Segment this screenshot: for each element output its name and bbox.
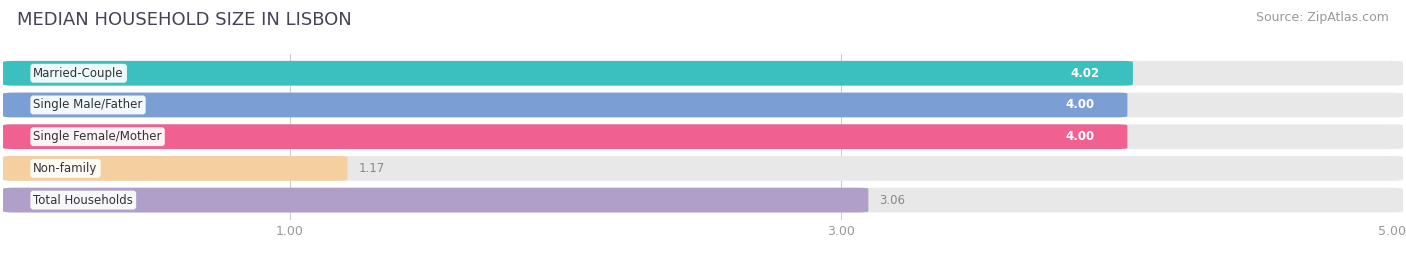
FancyBboxPatch shape	[3, 61, 1403, 86]
Text: Total Households: Total Households	[34, 193, 134, 207]
Text: Single Female/Mother: Single Female/Mother	[34, 130, 162, 143]
Text: 4.00: 4.00	[1066, 130, 1094, 143]
Text: Single Male/Father: Single Male/Father	[34, 98, 143, 111]
FancyBboxPatch shape	[3, 93, 1403, 117]
FancyBboxPatch shape	[3, 188, 869, 213]
Text: 4.02: 4.02	[1071, 67, 1099, 80]
FancyBboxPatch shape	[3, 124, 1403, 149]
FancyBboxPatch shape	[3, 124, 1128, 149]
Text: 1.17: 1.17	[359, 162, 385, 175]
Text: MEDIAN HOUSEHOLD SIZE IN LISBON: MEDIAN HOUSEHOLD SIZE IN LISBON	[17, 11, 352, 29]
Text: 4.00: 4.00	[1066, 98, 1094, 111]
FancyBboxPatch shape	[3, 156, 347, 181]
Text: 3.06: 3.06	[879, 193, 905, 207]
FancyBboxPatch shape	[3, 188, 1403, 213]
FancyBboxPatch shape	[3, 61, 1133, 86]
Text: Non-family: Non-family	[34, 162, 98, 175]
FancyBboxPatch shape	[3, 93, 1128, 117]
FancyBboxPatch shape	[3, 156, 1403, 181]
Text: Source: ZipAtlas.com: Source: ZipAtlas.com	[1256, 11, 1389, 24]
Text: Married-Couple: Married-Couple	[34, 67, 124, 80]
